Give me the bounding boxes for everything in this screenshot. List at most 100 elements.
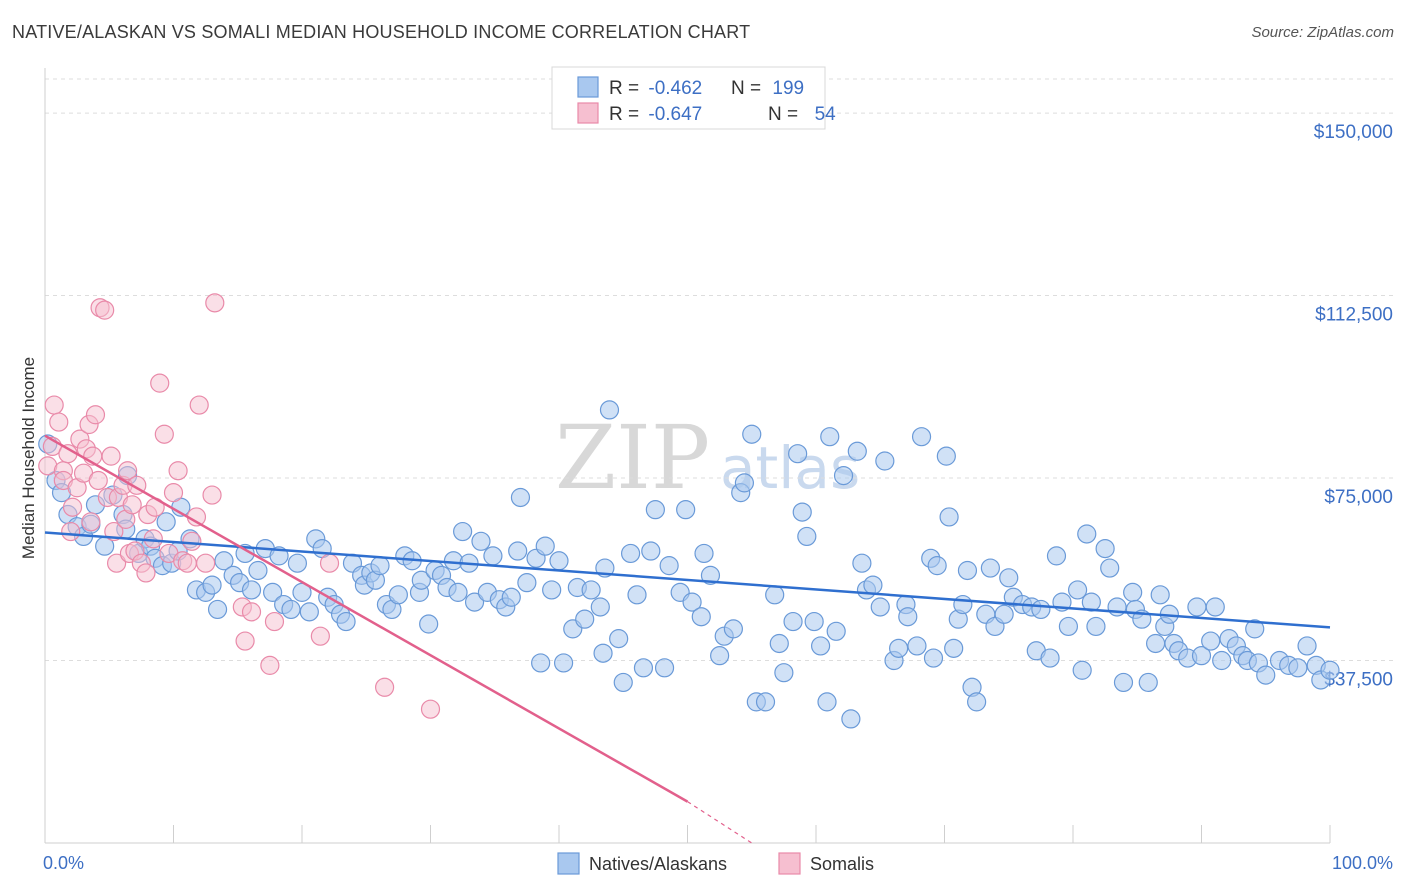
data-point-somalis <box>150 373 170 393</box>
data-point-natives <box>613 672 633 693</box>
data-point-somalis <box>241 602 262 622</box>
source-credit: Source: ZipAtlas.com <box>1251 24 1394 41</box>
data-point-natives <box>682 592 702 612</box>
series-somalis <box>38 293 441 719</box>
data-point-somalis <box>61 521 81 542</box>
data-point-natives <box>797 526 817 547</box>
chart-title: NATIVE/ALASKAN VS SOMALI MEDIAN HOUSEHOL… <box>12 22 751 42</box>
legend-top: R = -0.462 N = 199 R = -0.647 N = 54 <box>551 66 836 130</box>
data-point-natives <box>1100 558 1120 578</box>
data-point-natives <box>581 580 601 600</box>
legend-n-label: N = <box>768 104 803 125</box>
data-point-natives <box>783 611 803 632</box>
gridlines <box>45 78 1395 662</box>
data-point-somalis <box>235 631 255 651</box>
data-point-natives <box>593 643 613 663</box>
data-point-somalis <box>136 563 156 583</box>
data-point-somalis <box>168 461 188 481</box>
data-point-natives <box>471 531 491 551</box>
data-point-natives <box>833 465 854 486</box>
data-point-somalis <box>260 655 280 675</box>
legend-n-natives: N = 199 <box>731 78 804 99</box>
data-point-natives <box>1072 660 1092 680</box>
data-point-natives <box>549 551 569 571</box>
data-point-natives <box>907 636 927 656</box>
legend-bottom-swatch-somalis <box>778 852 801 875</box>
data-point-natives <box>443 551 464 571</box>
data-point-natives <box>1201 631 1221 651</box>
data-point-natives <box>453 521 473 542</box>
legend-row-somalis: R = -0.647 <box>609 104 702 125</box>
data-point-natives <box>599 400 620 420</box>
data-point-natives <box>542 580 562 600</box>
data-point-natives <box>575 609 595 629</box>
data-point-natives <box>980 558 1000 578</box>
legend-r-label: R = <box>609 104 644 125</box>
data-point-natives <box>1288 658 1308 678</box>
data-point-natives <box>531 653 551 673</box>
data-point-somalis <box>189 395 209 415</box>
legend-r-label: R = <box>609 78 644 99</box>
data-point-natives <box>810 636 831 656</box>
data-point-somalis <box>202 485 222 505</box>
legend-n-label: N = <box>731 78 766 99</box>
data-point-natives <box>411 570 431 590</box>
data-point-natives <box>852 553 872 573</box>
legend-r-value: -0.462 <box>648 78 702 99</box>
data-point-natives <box>1123 582 1143 602</box>
data-point-natives <box>957 560 978 581</box>
data-point-natives <box>1187 597 1207 617</box>
legend-r-value: -0.647 <box>648 104 702 125</box>
data-point-somalis <box>310 626 330 646</box>
data-point-natives <box>769 633 789 654</box>
data-point-natives <box>875 451 895 471</box>
data-point-somalis <box>163 483 184 503</box>
data-point-somalis <box>122 495 142 515</box>
data-point-natives <box>633 658 654 678</box>
data-point-natives <box>765 585 785 605</box>
data-point-somalis <box>44 395 64 415</box>
data-point-somalis <box>264 611 285 632</box>
legend-row-natives: R = -0.462 <box>609 78 702 99</box>
data-point-natives <box>863 575 883 595</box>
data-point-natives <box>620 543 641 564</box>
data-point-natives <box>645 500 665 520</box>
data-point-natives <box>609 629 629 649</box>
data-point-natives <box>994 604 1014 624</box>
data-point-natives <box>1191 646 1212 666</box>
data-point-natives <box>590 597 610 617</box>
data-point-natives <box>939 507 959 527</box>
data-point-natives <box>999 568 1019 588</box>
data-point-natives <box>820 427 840 447</box>
data-point-natives <box>1040 648 1060 668</box>
data-point-somalis <box>205 293 225 313</box>
data-point-natives <box>336 611 356 632</box>
data-point-somalis <box>319 553 340 573</box>
legend-bottom-label-somalis: Somalis <box>810 854 874 874</box>
data-point-natives <box>1046 546 1067 566</box>
data-point-somalis <box>49 412 69 432</box>
data-point-natives <box>1077 524 1097 544</box>
data-point-natives <box>1138 672 1158 693</box>
data-point-natives <box>710 646 730 666</box>
data-point-natives <box>641 541 661 561</box>
data-point-natives <box>370 556 390 576</box>
data-point-natives <box>156 512 176 532</box>
data-point-natives <box>508 541 528 561</box>
data-point-somalis <box>106 553 127 573</box>
data-point-natives <box>1297 636 1317 656</box>
data-point-natives <box>1245 619 1265 639</box>
data-point-natives <box>659 556 679 576</box>
data-point-natives <box>898 607 918 627</box>
data-point-natives <box>207 599 228 620</box>
x-tick-label-max: 100.0% <box>1332 853 1393 873</box>
data-point-natives <box>1212 650 1232 671</box>
data-point-somalis <box>182 531 202 551</box>
y-tick-label: $150,000 <box>1314 122 1393 143</box>
y-tick-label: $112,500 <box>1315 305 1393 326</box>
legend-swatch-somalis <box>577 102 599 124</box>
data-point-natives <box>734 473 755 493</box>
axes <box>44 68 1331 844</box>
data-point-natives <box>263 582 283 602</box>
